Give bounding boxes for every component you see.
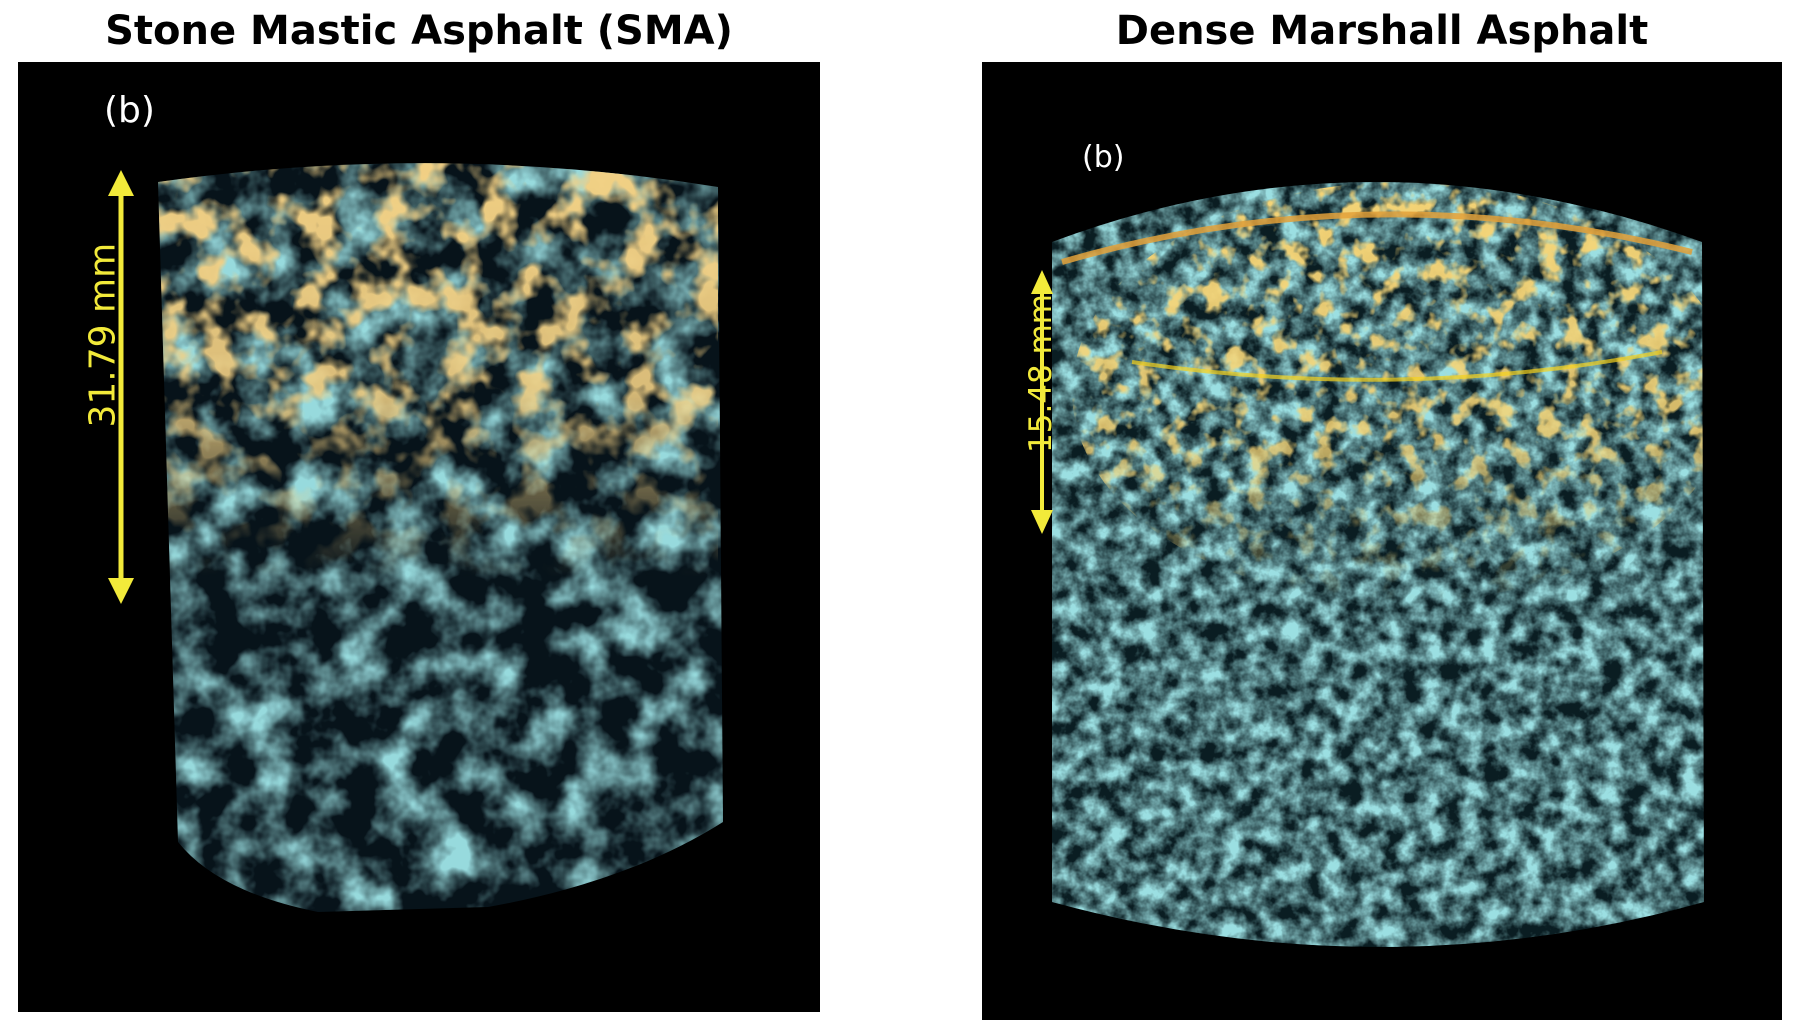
sma-panel-label: (b): [104, 90, 155, 131]
sma-ct-volume-render: [108, 163, 723, 913]
dense-marshall-ct-volume-render: [1031, 182, 1704, 947]
sma-dimension-arrow: [108, 170, 134, 604]
dense-marshall-ct-scan-image: (b) 15.48 mm: [982, 62, 1782, 1020]
sma-dimension-label: 31.79 mm: [82, 242, 124, 428]
dense-marshall-panel-label: (b): [1082, 140, 1125, 175]
panel-title-dense-marshall: Dense Marshall Asphalt: [1115, 8, 1649, 54]
dense-marshall-dimension-label: 15.48 mm: [1023, 294, 1059, 453]
sma-ct-scan-image: (b) 31.79 mm: [18, 62, 820, 1012]
panel-title-sma: Stone Mastic Asphalt (SMA): [105, 8, 733, 54]
dense-marshall-dimension-arrow: [1031, 270, 1053, 534]
